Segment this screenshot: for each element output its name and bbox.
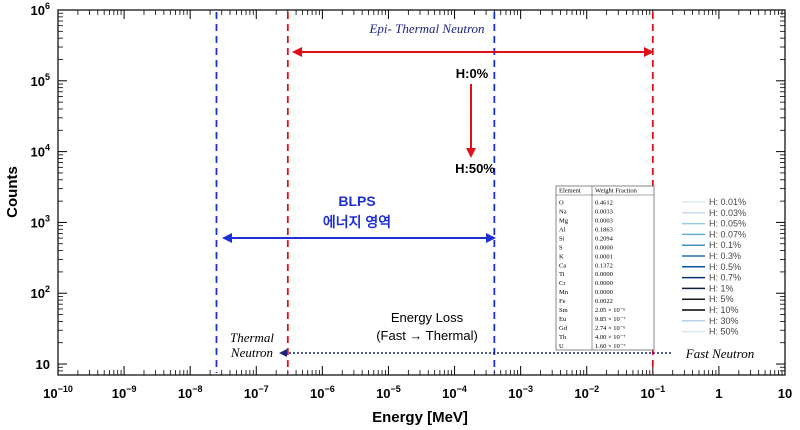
table-cell-weight: 0.2094: [595, 235, 614, 242]
y-tick-label: 10: [36, 357, 50, 372]
table-cell-element: Cr: [559, 280, 566, 287]
hydrogen-arrow: [466, 84, 476, 158]
x-tick-label: 10−10: [43, 384, 73, 401]
table-cell-weight: 0.1863: [595, 227, 613, 234]
table-cell-element: Ti: [559, 271, 565, 278]
x-tick-label: 10−8: [178, 384, 203, 401]
x-tick-label: 10−5: [376, 384, 401, 401]
axis-ticks: [57, 9, 786, 376]
legend-item: H: 0.1%: [709, 240, 741, 250]
y-axis-label: Counts: [4, 166, 21, 218]
table-header-element: Element: [559, 188, 581, 195]
table-cell-weight: 0.0000: [595, 271, 613, 278]
legend-item: H: 0.01%: [709, 197, 746, 207]
legend-item: H: 0.07%: [709, 229, 746, 239]
y-tick-label: 103: [31, 213, 50, 230]
x-tick-label: 10−6: [310, 384, 335, 401]
table-cell-weight: 0.0033: [595, 209, 613, 216]
x-tick-labels: 10−10 10−9 10−8 10−7 10−6 10−5 10−4 10−3 10−2 10−…: [43, 384, 792, 401]
x-tick-label: 10: [778, 386, 792, 401]
table-cell-element: Si: [559, 235, 565, 242]
y-tick-labels: 10 102 103 104 105 106: [31, 1, 50, 372]
table-cell-weight: 0.0000: [595, 244, 613, 251]
x-tick-label: 10−1: [640, 384, 665, 401]
table-cell-weight: 2.74 × 10⁻⁶: [595, 325, 626, 332]
table-cell-weight: 0.1372: [595, 262, 613, 269]
table-cell-weight: 4.00 × 10⁻⁷: [595, 334, 626, 341]
table-cell-weight: 0.0000: [595, 289, 613, 296]
x-tick-label: 10−7: [244, 384, 269, 401]
table-header-weight: Weight Fraction: [595, 188, 638, 195]
table-cell-element: Al: [559, 227, 566, 234]
y-tick-label: 106: [31, 1, 50, 18]
legend-item: H: 0.05%: [709, 219, 746, 229]
x-tick-label: 10−2: [574, 384, 599, 401]
table-cell-element: K: [559, 253, 564, 260]
table-cell-weight: 0.0022: [595, 298, 613, 305]
table-cell-element: Gd: [559, 325, 568, 332]
legend-item: H: 1%: [709, 283, 734, 293]
legend-item: H: 50%: [709, 327, 739, 337]
legend-item: H: 5%: [709, 294, 734, 304]
table-cell-element: Sm: [559, 307, 568, 314]
composition-table: Element Weight Fraction O 0.4612 Na 0.0033 M…: [555, 185, 655, 351]
legend-item: H: 0.7%: [709, 273, 741, 283]
table-cell-element: O: [559, 200, 564, 207]
table-cell-weight: 2.05 × 10⁻⁶: [595, 307, 626, 314]
blps-label-korean: 에너지 영역: [323, 214, 391, 230]
legend: H: 0.01%H: 0.03%H: 0.05%H: 0.07%H: 0.1%H…: [682, 197, 746, 337]
table-cell-weight: 0.4612: [595, 200, 613, 207]
x-tick-label: 10−9: [112, 384, 137, 401]
thermal-neutron-label-2: Neutron: [230, 345, 273, 360]
table-cell-element: Th: [559, 334, 567, 341]
y-tick-label: 105: [31, 72, 50, 89]
plot-frame: [57, 9, 786, 376]
blps-label: BLPS: [338, 193, 375, 209]
table-cell-element: Fe: [559, 298, 566, 305]
thermal-neutron-label: Thermal: [230, 330, 274, 345]
table-cell-element: U: [559, 343, 564, 350]
x-tick-label: 10−4: [442, 384, 467, 401]
epithermal-label: Epi- Thermal Neutron: [368, 21, 484, 36]
table-cell-element: S: [559, 244, 563, 251]
fast-neutron-label: Fast Neutron: [685, 346, 755, 361]
energy-loss-label: Energy Loss: [391, 310, 464, 325]
table-cell-weight: 0.0000: [595, 280, 613, 287]
table-cell-element: Mg: [559, 218, 569, 225]
table-rows: O 0.4612 Na 0.0033 Mg 0.0003 Al 0.1863 Si 0.2094 S…: [559, 200, 626, 350]
legend-item: H: 0.3%: [709, 251, 741, 261]
y-tick-label: 102: [31, 284, 50, 301]
table-cell-element: Ca: [559, 262, 566, 269]
h50-label: H:50%: [455, 161, 495, 176]
energy-loss-arrow: [279, 349, 672, 357]
table-cell-element: Mn: [559, 289, 569, 296]
table-cell-element: Na: [559, 209, 567, 216]
y-tick-label: 104: [31, 143, 50, 160]
legend-item: H: 0.03%: [709, 208, 746, 218]
x-axis-label: Energy [MeV]: [372, 409, 468, 426]
blps-arrow: [222, 233, 496, 243]
x-tick-label: 1: [715, 386, 722, 401]
h0-label: H:0%: [456, 66, 489, 81]
table-cell-weight: 9.85 × 10⁻⁷: [595, 316, 626, 323]
legend-item: H: 10%: [709, 305, 739, 315]
energy-loss-sublabel: (Fast → Thermal): [376, 328, 478, 343]
x-tick-label: 10−3: [508, 384, 533, 401]
legend-item: H: 0.5%: [709, 262, 741, 272]
table-cell-element: Eu: [559, 316, 567, 323]
epithermal-arrow: [292, 47, 654, 57]
table-cell-weight: 0.0003: [595, 218, 613, 225]
legend-item: H: 30%: [709, 316, 739, 326]
table-cell-weight: 0.0001: [595, 253, 613, 260]
table-cell-weight: 1.60 × 10⁻⁷: [595, 343, 626, 350]
